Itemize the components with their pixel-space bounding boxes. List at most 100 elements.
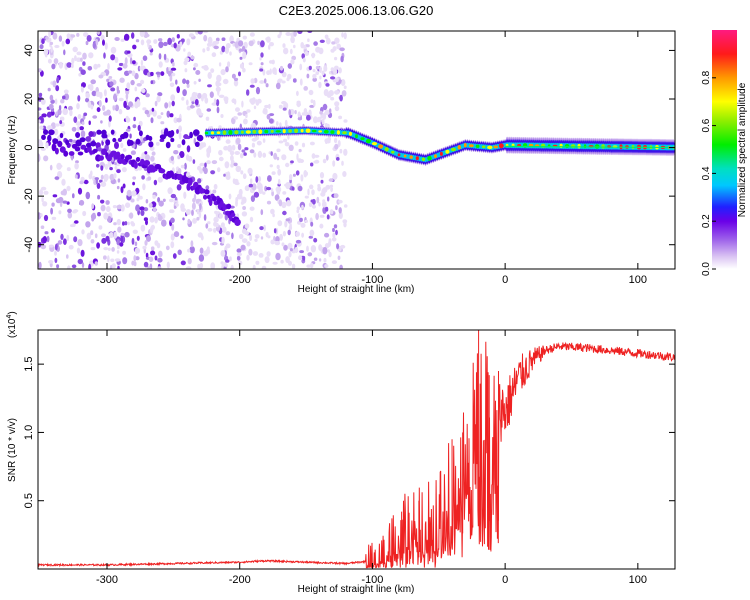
noise-cell-956 (100, 181, 107, 187)
noise-cell-1258 (287, 229, 291, 236)
noise-cell-568 (327, 196, 330, 202)
noise-cell-1190 (321, 201, 327, 208)
noise-cell-1487 (297, 31, 303, 34)
noise-cell-297 (225, 139, 231, 144)
ridge-hot-2351 (300, 129, 304, 133)
noise-cell-763 (103, 89, 107, 97)
branch-cell-1584 (230, 212, 236, 217)
noise-cell-1414 (299, 217, 303, 222)
noise-cell-314 (327, 249, 331, 253)
noise-cell-162 (295, 170, 300, 176)
noise-cell-1495 (81, 121, 85, 125)
noise-cell-691 (229, 35, 234, 43)
ridge-hot-2397 (577, 143, 581, 149)
noise-cell-668 (246, 254, 250, 261)
noise-cell-56 (285, 162, 290, 168)
noise-cell-1023 (82, 52, 87, 60)
noise-cell-1442 (248, 40, 254, 47)
noise-cell-378 (262, 152, 267, 158)
noise-cell-1208 (142, 183, 146, 191)
noise-cell-1385 (223, 96, 229, 102)
noise-cell-776 (67, 265, 71, 269)
noise-cell-387 (203, 214, 207, 221)
noise-cell-479 (248, 248, 253, 256)
noise-cell-597 (269, 42, 274, 47)
noise-cell-677 (235, 137, 241, 145)
noise-cell-1192 (61, 40, 65, 47)
noise-cell-839 (259, 80, 265, 84)
noise-cell-741 (320, 179, 324, 184)
noise-cell-1457 (213, 216, 219, 223)
ridge-noise-cell-1625 (127, 139, 134, 146)
noise-cell-1153 (334, 101, 340, 107)
noise-cell-865 (210, 170, 216, 175)
noise-cell-495 (76, 51, 82, 56)
noise-cell-88 (331, 237, 337, 242)
noise-cell-1169 (149, 216, 155, 223)
noise-cell-1464 (143, 261, 149, 268)
noise-cell-513 (315, 71, 320, 75)
noise-cell-687 (262, 266, 265, 269)
noise-cell-1247 (254, 234, 260, 239)
noise-cell-365 (262, 69, 266, 76)
noise-cell-598 (268, 44, 271, 50)
noise-cell-711 (131, 237, 135, 245)
ridge-hot-2339 (228, 130, 233, 135)
noise-cell-1292 (112, 205, 117, 209)
noise-cell-1246 (76, 32, 80, 37)
noise-cell-380 (169, 209, 173, 213)
noise-cell-516 (301, 232, 304, 238)
noise-cell-646 (135, 204, 141, 212)
noise-cell-1057 (318, 258, 322, 262)
noise-cell-451 (48, 31, 52, 38)
noise-cell-1170 (157, 213, 161, 219)
noise-cell-1377 (154, 216, 158, 224)
noise-cell-908 (246, 109, 251, 113)
noise-cell-46 (130, 79, 135, 86)
noise-cell-859 (72, 139, 77, 144)
noise-cell-1201 (100, 199, 105, 204)
noise-cell-938 (234, 181, 240, 186)
noise-cell-301 (140, 39, 145, 46)
noise-cell-1012 (277, 220, 283, 227)
noise-cell-723 (303, 108, 308, 115)
noise-cell-1228 (86, 35, 92, 42)
noise-cell-238 (230, 264, 234, 269)
noise-cell-1390 (198, 144, 203, 150)
noise-cell-1323 (125, 117, 131, 123)
ridge-noise-cell-1619 (189, 131, 194, 139)
noise-cell-217 (193, 81, 197, 85)
noise-cell-421 (341, 90, 347, 97)
noise-cell-92 (104, 163, 109, 170)
noise-cell-1422 (56, 162, 62, 170)
snr-scale-prefix: (x10 (7, 318, 18, 338)
noise-cell-828 (296, 90, 299, 97)
noise-cell-728 (199, 162, 205, 167)
ridge-hot-2394 (559, 143, 563, 148)
noise-cell-358 (97, 194, 101, 200)
noise-cell-411 (255, 86, 261, 95)
noise-cell-1417 (122, 63, 128, 69)
noise-cell-424 (249, 84, 255, 88)
noise-cell-1091 (73, 236, 78, 243)
snr-y-axis-label: SNR (10 * v/v) (7, 418, 18, 482)
noise-cell-945 (321, 188, 326, 195)
noise-cell-700 (54, 98, 58, 105)
ridge-hot-2352 (305, 128, 311, 133)
noise-cell-641 (117, 226, 122, 233)
noise-cell-681 (88, 131, 94, 137)
noise-cell-969 (159, 138, 165, 142)
noise-cell-715 (98, 100, 102, 108)
noise-cell-999 (263, 78, 267, 84)
noise-cell-522 (242, 173, 247, 180)
noise-cell-793 (57, 108, 62, 116)
noise-cell-201 (195, 70, 201, 75)
noise-cell-1126 (48, 103, 54, 110)
noise-cell-368 (231, 73, 236, 79)
noise-cell-638 (130, 150, 136, 155)
noise-cell-1402 (224, 161, 230, 169)
noise-cell-994 (338, 199, 343, 204)
noise-cell-31 (309, 184, 314, 190)
noise-cell-1271 (40, 98, 46, 105)
noise-cell-498 (137, 192, 140, 199)
